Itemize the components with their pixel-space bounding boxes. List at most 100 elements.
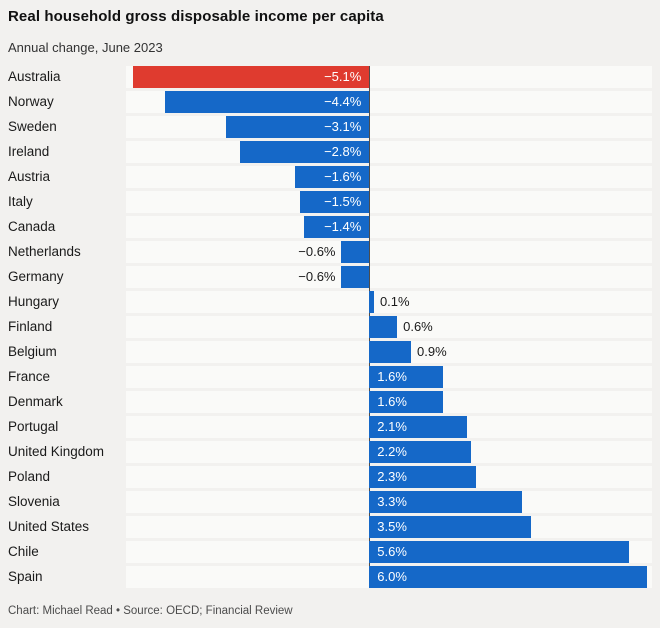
- value-label: 0.9%: [417, 344, 447, 360]
- country-label: Germany: [8, 269, 64, 285]
- bar-slovenia: [369, 491, 523, 514]
- value-label: 2.3%: [377, 469, 407, 485]
- bar-italy: [299, 191, 370, 214]
- row-plot-area: −0.6%: [126, 241, 652, 264]
- bar-portugal: [369, 416, 467, 439]
- chart-source-note: Chart: Michael Read • Source: OECD; Fina…: [8, 605, 293, 618]
- chart-row: Netherlands −0.6%: [8, 241, 652, 266]
- chart-row: Australia −5.1%: [8, 66, 652, 91]
- value-label: 2.2%: [377, 444, 407, 460]
- bar-ireland: [239, 141, 370, 164]
- country-label: United Kingdom: [8, 444, 105, 460]
- chart-row: Slovenia 3.3%: [8, 491, 652, 516]
- row-strip: [126, 216, 652, 239]
- chart-title: Real household gross disposable income p…: [8, 8, 384, 25]
- country-label: Spain: [8, 569, 43, 585]
- country-label: Finland: [8, 319, 53, 335]
- country-label: Norway: [8, 94, 54, 110]
- value-label: −5.1%: [324, 69, 362, 85]
- row-strip: [126, 241, 652, 264]
- country-label: Denmark: [8, 394, 63, 410]
- row-plot-area: −0.6%: [126, 266, 652, 289]
- country-label: France: [8, 369, 51, 385]
- row-plot-area: 6.0%: [126, 566, 652, 589]
- bar-sweden: [225, 116, 370, 139]
- row-plot-area: −2.8%: [126, 141, 652, 164]
- chart-row: Ireland −2.8%: [8, 141, 652, 166]
- chart-row: Belgium 0.9%: [8, 341, 652, 366]
- chart-row: Germany −0.6%: [8, 266, 652, 291]
- country-label: Portugal: [8, 419, 59, 435]
- row-plot-area: 3.3%: [126, 491, 652, 514]
- chart-row: Portugal 2.1%: [8, 416, 652, 441]
- bar-hungary: [369, 291, 374, 314]
- value-label: −0.6%: [298, 269, 336, 285]
- row-plot-area: −1.5%: [126, 191, 652, 214]
- row-strip: [126, 266, 652, 289]
- chart-row: Finland 0.6%: [8, 316, 652, 341]
- value-label: −2.8%: [324, 144, 362, 160]
- row-plot-area: 3.5%: [126, 516, 652, 539]
- value-label: 0.1%: [379, 294, 410, 310]
- chart-row: Canada −1.4%: [8, 216, 652, 241]
- value-label: 3.5%: [377, 519, 407, 535]
- row-strip: [126, 116, 652, 139]
- chart-row: Poland 2.3%: [8, 466, 652, 491]
- value-label: 0.6%: [403, 319, 433, 335]
- row-plot-area: 0.1%: [126, 291, 652, 314]
- bar-spain: [369, 566, 648, 589]
- bar-united-states: [369, 516, 532, 539]
- value-label: 2.1%: [377, 419, 407, 435]
- bar-norway: [165, 91, 370, 114]
- bar-denmark: [369, 391, 444, 414]
- country-label: United States: [8, 519, 90, 535]
- value-label: 6.0%: [377, 569, 407, 585]
- row-plot-area: 2.3%: [126, 466, 652, 489]
- chart-row: Norway −4.4%: [8, 91, 652, 116]
- country-label: Slovenia: [8, 494, 60, 510]
- value-label: 1.6%: [377, 394, 407, 410]
- bar-chile: [369, 541, 629, 564]
- row-plot-area: 1.6%: [126, 391, 652, 414]
- row-plot-area: 0.9%: [126, 341, 652, 364]
- country-label: Belgium: [8, 344, 57, 360]
- country-label: Chile: [8, 544, 39, 560]
- chart-row: France 1.6%: [8, 366, 652, 391]
- chart-row: Italy −1.5%: [8, 191, 652, 216]
- country-label: Hungary: [8, 294, 60, 310]
- chart-row: Spain 6.0%: [8, 566, 652, 591]
- value-label: −3.1%: [324, 119, 362, 135]
- chart-row: Chile 5.6%: [8, 541, 652, 566]
- bar-austria: [295, 166, 370, 189]
- value-label: −1.5%: [324, 194, 362, 210]
- bar-poland: [369, 466, 476, 489]
- chart-row: United States 3.5%: [8, 516, 652, 541]
- chart-row: United Kingdom 2.2%: [8, 441, 652, 466]
- bar-finland: [369, 316, 398, 339]
- row-plot-area: 2.2%: [126, 441, 652, 464]
- bar-united-kingdom: [369, 441, 472, 464]
- chart-subtitle: Annual change, June 2023: [8, 39, 163, 55]
- bar-canada: [304, 216, 370, 239]
- row-plot-area: −1.6%: [126, 166, 652, 189]
- country-label: Ireland: [8, 144, 50, 160]
- row-plot-area: −5.1%: [126, 66, 652, 89]
- value-label: −4.4%: [324, 94, 362, 110]
- chart-row: Hungary 0.1%: [8, 291, 652, 316]
- country-label: Poland: [8, 469, 51, 485]
- chart-row: Austria −1.6%: [8, 166, 652, 191]
- value-label: −1.4%: [324, 219, 362, 235]
- country-label: Australia: [8, 69, 61, 85]
- row-plot-area: 5.6%: [126, 541, 652, 564]
- bar-netherlands: [341, 241, 370, 264]
- bar-france: [369, 366, 444, 389]
- chart-row: Denmark 1.6%: [8, 391, 652, 416]
- row-strip: [126, 166, 652, 189]
- row-plot-area: −3.1%: [126, 116, 652, 139]
- row-plot-area: 2.1%: [126, 416, 652, 439]
- row-plot-area: −4.4%: [126, 91, 652, 114]
- row-plot-area: −1.4%: [126, 216, 652, 239]
- country-label: Netherlands: [8, 244, 81, 260]
- value-label: 1.6%: [377, 369, 407, 385]
- row-strip: [126, 291, 652, 314]
